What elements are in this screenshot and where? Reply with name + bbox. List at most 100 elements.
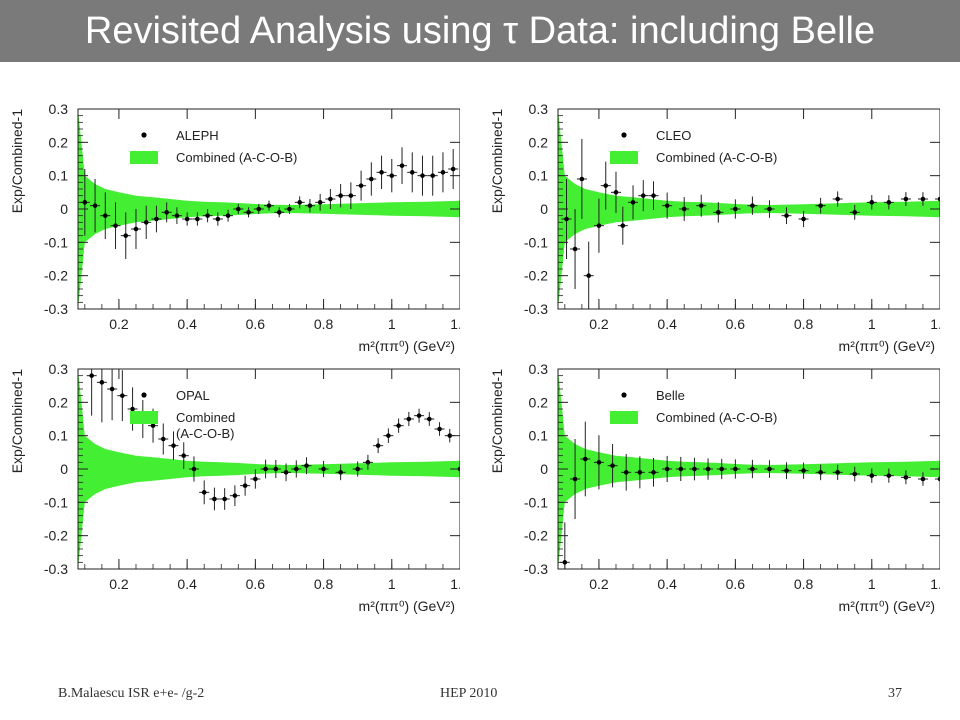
belle-data-point xyxy=(719,466,725,472)
belle-data-point xyxy=(818,470,823,475)
belle-xtick-label: 0.2 xyxy=(589,576,609,592)
aleph-xtick-label: 0.8 xyxy=(314,316,334,332)
aleph-data-point xyxy=(287,206,292,212)
aleph-data-point xyxy=(399,163,405,168)
chart-belle-svg: -0.3 -0.2 -0.1 0 0.1 0.2 0.3 0.2 0.4 0.6 0.8 1 1.2 m²… xyxy=(489,361,940,614)
aleph-data-point xyxy=(102,213,108,218)
cleo-data-point xyxy=(767,206,772,212)
opal-data-point xyxy=(396,423,401,428)
aleph-data-point xyxy=(92,203,98,208)
cleo-data-point xyxy=(886,200,892,205)
slide-title: Revisited Analysis using τ Data: includi… xyxy=(84,10,876,52)
aleph-data-point xyxy=(164,210,169,215)
belle-ytick-label: 0.2 xyxy=(529,394,549,410)
belle-data-point xyxy=(733,466,738,472)
cleo-data-point xyxy=(937,196,940,202)
opal-data-point xyxy=(201,490,207,495)
aleph-xtick-label: 0.6 xyxy=(246,316,266,332)
opal-ytick-label: 0.2 xyxy=(49,394,69,410)
belle-data-point xyxy=(835,470,840,475)
cleo-y-axis-label: Exp/Combined-1 xyxy=(489,109,505,213)
cleo-data-point xyxy=(733,206,738,212)
aleph-data-point xyxy=(236,206,241,212)
aleph-data-point xyxy=(328,196,333,202)
aleph-data-point xyxy=(225,213,231,218)
cleo-data-point xyxy=(596,223,602,228)
aleph-data-point xyxy=(174,213,180,218)
belle-data-point xyxy=(903,475,909,480)
belle-data-point xyxy=(678,466,684,472)
opal-ytick-label: 0 xyxy=(60,461,68,477)
opal-xtick-label: 0.8 xyxy=(314,576,334,592)
opal-data-point xyxy=(171,443,176,448)
aleph-data-point xyxy=(297,200,302,205)
cleo-combined-band xyxy=(558,109,940,309)
cleo-data-point xyxy=(613,190,619,195)
aleph-data-point xyxy=(205,213,210,218)
opal-data-point xyxy=(386,433,391,438)
opal-data-point xyxy=(191,466,197,472)
aleph-data-point xyxy=(82,200,88,205)
belle-data-point xyxy=(664,466,670,472)
aleph-data-point xyxy=(317,200,323,205)
aleph-x-axis-label: m²(ππ⁰) (GeV²) xyxy=(359,338,455,354)
cleo-data-point xyxy=(801,216,806,222)
cleo-data-point xyxy=(920,196,926,202)
cleo-ytick-label: 0.2 xyxy=(529,134,549,150)
belle-data-point xyxy=(692,466,697,472)
aleph-xtick-label: 0.4 xyxy=(177,316,197,332)
cleo-xtick-label: 1.2 xyxy=(930,316,940,332)
cleo-data-point xyxy=(835,196,840,202)
aleph-ytick-label: 0 xyxy=(60,201,68,217)
belle-legend-points-label: Belle xyxy=(656,388,685,403)
cleo-data-point xyxy=(852,210,858,215)
aleph-data-point xyxy=(440,170,446,175)
aleph-ytick-label: 0.2 xyxy=(49,134,69,150)
aleph-plot-area xyxy=(78,109,460,309)
chart-cleo: -0.3 -0.2 -0.1 0 0.1 0.2 0.3 0.2 0.4 0.6 0.8 1 1.2 m²… xyxy=(480,95,940,360)
aleph-data-point xyxy=(133,226,139,232)
aleph-legend-points-label: ALEPH xyxy=(176,128,219,143)
opal-data-point xyxy=(212,496,217,502)
opal-ytick-label: -0.1 xyxy=(44,494,68,510)
opal-data-point xyxy=(160,436,166,442)
belle-data-point xyxy=(920,476,926,482)
belle-ytick-label: 0 xyxy=(540,461,548,477)
opal-data-point xyxy=(338,470,343,475)
opal-legend-band-label: Combined xyxy=(176,410,235,425)
aleph-data-point xyxy=(389,173,395,178)
cleo-data-point xyxy=(750,203,755,208)
aleph-data-point xyxy=(143,220,149,225)
belle-data-point xyxy=(767,466,772,472)
opal-ytick-label: -0.3 xyxy=(44,561,68,577)
cleo-data-point xyxy=(784,213,789,218)
opal-xtick-label: 0.4 xyxy=(177,576,197,592)
chart-opal: -0.3 -0.2 -0.1 0 0.1 0.2 0.3 0.2 0.4 0.6 0.8 1 1.2 m²… xyxy=(0,355,460,620)
cleo-data-point xyxy=(572,246,578,252)
cleo-data-point xyxy=(698,203,704,208)
cleo-legend-band-label: Combined (A-C-O-B) xyxy=(656,150,777,165)
aleph-data-point xyxy=(215,216,221,222)
footer-page-number: 37 xyxy=(888,686,902,701)
opal-data-point xyxy=(109,386,115,392)
cleo-legend-marker xyxy=(621,132,627,138)
belle-xtick-label: 0.4 xyxy=(657,576,677,592)
cleo-data-point xyxy=(586,273,591,278)
aleph-data-point xyxy=(113,223,118,228)
opal-data-point xyxy=(232,493,238,498)
opal-x-axis-label: m²(ππ⁰) (GeV²) xyxy=(359,598,455,614)
belle-data-point xyxy=(610,463,615,468)
aleph-data-point xyxy=(348,193,354,198)
opal-data-point xyxy=(273,466,279,472)
belle-y-axis-label: Exp/Combined-1 xyxy=(489,369,505,473)
cleo-xtick-label: 1 xyxy=(868,316,876,332)
belle-ytick-label: 0.1 xyxy=(529,428,549,444)
aleph-data-point xyxy=(358,183,364,188)
opal-data-point xyxy=(253,476,258,482)
opal-data-point xyxy=(263,466,268,472)
belle-legend-marker xyxy=(621,392,627,398)
cleo-xtick-label: 0.2 xyxy=(589,316,609,332)
aleph-ytick-label: 0.1 xyxy=(49,168,69,184)
footer-author: B.Malaescu ISR e+e- /g-2 xyxy=(58,686,205,701)
opal-data-point xyxy=(120,393,125,398)
